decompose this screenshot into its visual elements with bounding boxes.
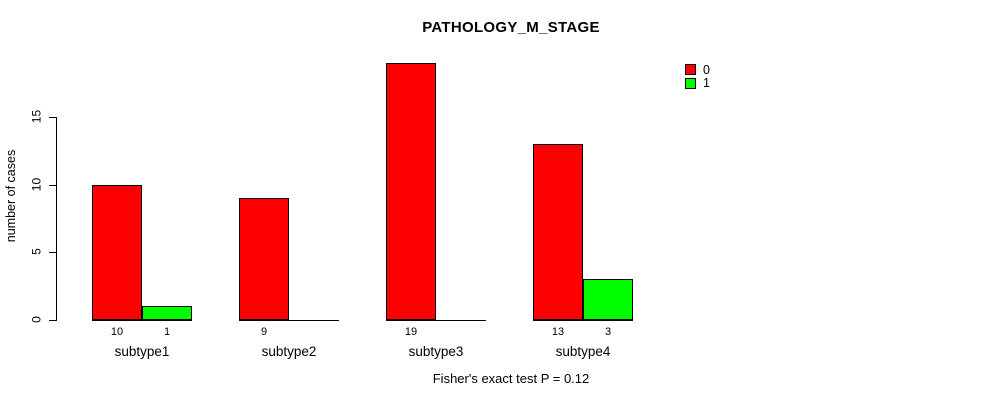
bar-subtype4-series-0 (533, 144, 583, 320)
bar-subtype1-series-1 (142, 306, 192, 320)
y-axis-tick (49, 252, 56, 253)
legend-label: 0 (703, 62, 710, 77)
bar-subtype1-series-0 (92, 185, 142, 320)
bar-value-label: 13 (551, 326, 565, 338)
y-axis-tick-label: 15 (29, 109, 44, 124)
y-axis-tick (49, 185, 56, 186)
bar-value-label: 1 (163, 326, 171, 338)
x-category-label: subtype2 (261, 344, 317, 359)
legend-item: 1 (685, 76, 710, 91)
bar-subtype2-series-0 (239, 198, 289, 320)
annotation-text: Fisher's exact test P = 0.12 (432, 371, 590, 386)
chart-title: PATHOLOGY_M_STAGE (422, 19, 600, 36)
y-axis-tick-label: 0 (29, 316, 44, 323)
y-axis-tick-label: 10 (29, 177, 44, 192)
bar-value-label: 19 (404, 326, 418, 338)
bar-value-label: 3 (604, 326, 612, 338)
bar-subtype4-series-1 (583, 279, 633, 320)
y-axis-tick (49, 117, 56, 118)
group-baseline (386, 320, 486, 321)
group-baseline (92, 320, 192, 321)
legend-label: 1 (703, 76, 710, 91)
x-category-label: subtype4 (555, 344, 611, 359)
bar-subtype3-series-0 (386, 63, 436, 320)
y-axis-tick (49, 320, 56, 321)
bar-value-label: 10 (110, 326, 124, 338)
y-axis-label: number of cases (4, 149, 18, 243)
bar-value-label: 9 (260, 326, 268, 338)
x-category-label: subtype3 (408, 344, 464, 359)
y-axis-line (56, 117, 57, 321)
group-baseline (239, 320, 339, 321)
x-category-label: subtype1 (114, 344, 170, 359)
y-axis-tick-label: 5 (29, 248, 44, 255)
group-baseline (533, 320, 633, 321)
legend-item: 0 (685, 64, 710, 76)
legend-swatch-1 (685, 77, 696, 89)
legend-swatch-0 (685, 64, 696, 76)
